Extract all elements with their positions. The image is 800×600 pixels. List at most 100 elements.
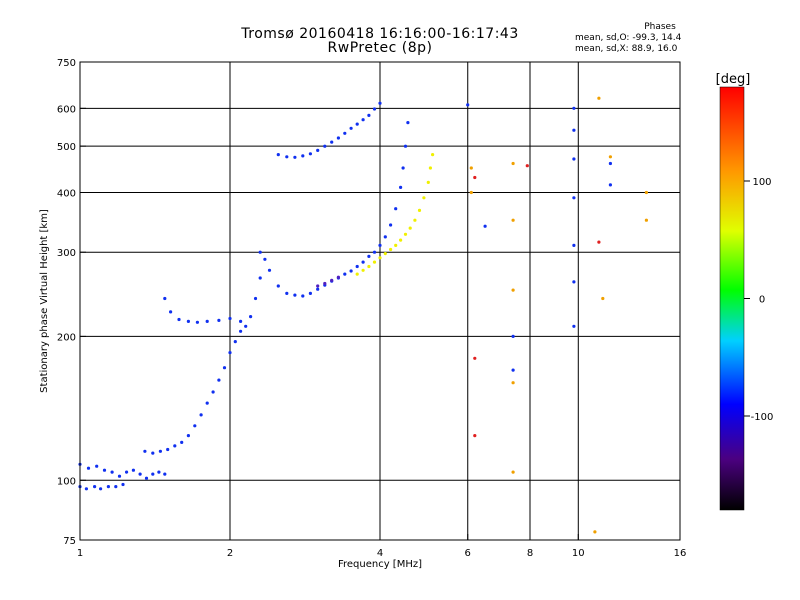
data-point [102,468,107,472]
x-tick-label: 1 [77,548,83,559]
phase-o-stats: mean, sd,O: -99.3, 14.4 [575,33,682,43]
data-point [205,319,209,323]
data-point [608,183,613,187]
x-tick-label: 2 [227,548,233,559]
phase-statistics: Phases mean, sd,O: -99.3, 14.4 mean, sd,… [575,22,725,55]
data-point [406,121,410,125]
data-point [473,356,477,360]
data-point [84,487,88,491]
data-point [355,122,359,126]
data-point [163,296,167,301]
colorbar-tick-label: -100 [751,412,774,423]
data-point [258,250,262,254]
data-point [422,196,426,200]
data-point [511,470,515,474]
data-point [361,260,365,264]
data-point [293,155,297,159]
y-tick-label: 600 [57,104,76,115]
data-point [293,293,297,297]
data-point [336,136,340,140]
data-point [572,243,576,247]
data-point [217,318,221,322]
data-point [343,131,347,135]
data-point [308,291,312,295]
data-point [93,485,97,489]
data-point [466,103,470,107]
data-point [316,287,320,291]
data-point [199,413,203,417]
data-point [394,207,398,211]
data-point [276,153,280,157]
data-point [169,310,173,314]
y-tick-label: 300 [57,248,76,259]
x-tick-label: 6 [465,548,471,559]
data-point [597,96,601,100]
data-point [211,390,215,394]
data-point [469,190,473,195]
data-point [323,144,327,148]
data-point [163,472,167,476]
colorbar-gradient [719,86,745,511]
data-point [217,378,221,382]
data-point [401,166,405,170]
y-tick-label: 100 [57,476,76,487]
y-tick-label: 750 [57,58,76,69]
data-point [349,269,353,273]
x-tick-label: 10 [572,548,585,559]
data-point [157,470,161,474]
data-point [222,366,227,370]
axis-ticks: 1 2 4 6 8 10 16 75 100 200 300 400 500 600 750 [57,58,686,559]
data-point [367,113,371,117]
y-axis-label: Stationary phase Virtual Height [km] [39,209,50,393]
data-point [389,223,393,227]
data-point [285,291,289,295]
data-points [78,96,649,534]
data-point [394,243,398,247]
data-point [572,324,576,328]
x-axis-label: Frequency [MHz] [338,559,422,570]
data-point [355,264,359,269]
data-point [473,434,477,438]
data-point [253,296,258,301]
data-point [239,329,243,333]
colorbar: [deg] 100 0 -100 [716,72,773,511]
colorbar-label: [deg] [716,72,751,87]
x-tick-label: 4 [377,548,383,559]
data-point [110,470,114,474]
data-point [389,247,393,252]
data-point [417,208,422,212]
data-point [125,470,129,474]
data-point [349,126,353,130]
colorbar-tick-label: 100 [752,177,771,188]
y-tick-label: 500 [57,142,76,153]
data-point [403,232,408,236]
data-point [608,155,613,159]
data-point [372,260,377,264]
data-point [258,276,262,280]
colorbar-ticks: 100 0 -100 [744,177,773,423]
data-point [426,180,430,184]
data-point [361,268,365,272]
data-point [601,296,605,301]
data-point [144,476,149,480]
data-point [186,319,190,323]
data-point [378,101,382,105]
y-tick-label: 75 [63,536,76,547]
data-point [267,268,272,272]
data-point [511,288,515,292]
data-point [131,468,135,472]
data-point [99,487,103,491]
data-point [572,196,576,200]
data-point [177,317,181,322]
data-point [355,272,359,276]
data-point [86,466,91,470]
data-point [205,401,209,405]
y-tick-label: 400 [57,188,76,199]
data-point [323,281,327,286]
data-point [572,280,576,284]
phase-heading: Phases [644,22,676,32]
data-point [186,434,190,438]
data-point [316,148,320,152]
data-point [403,144,408,148]
data-point [228,351,232,355]
